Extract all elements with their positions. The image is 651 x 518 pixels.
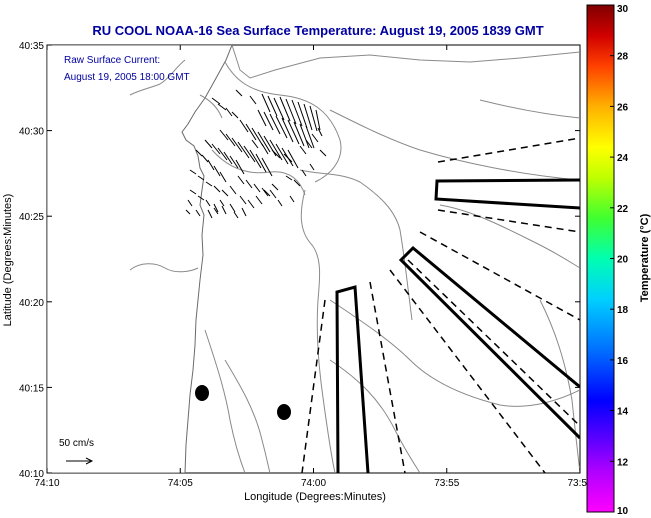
colorbar-label: Temperature (°C) (639, 213, 651, 302)
colorbar (586, 4, 615, 513)
colorbar-tick-label: 30 (617, 4, 629, 15)
x-tick-label: 73:55 (434, 478, 459, 489)
y-axis-label: Latitude (Degrees:Minutes) (2, 194, 14, 327)
colorbar-tick-label: 26 (617, 102, 629, 113)
colorbar-tick-label: 16 (617, 356, 629, 367)
colorbar-tick-label: 12 (617, 457, 629, 468)
velocity-scale-label: 50 cm/s (59, 438, 94, 449)
colorbar-tick-label: 28 (617, 52, 629, 63)
annotation-line-2: August 19, 2005 18:00 GMT (64, 72, 190, 83)
y-tick-label: 40:15 (19, 383, 44, 394)
chart-title: RU COOL NOAA-16 Sea Surface Temperature:… (92, 23, 543, 38)
y-tick-label: 40:25 (19, 212, 44, 223)
colorbar-tick-label: 22 (617, 204, 629, 215)
shipping-lane-box-north (434, 178, 580, 210)
shipping-lane-dashes (301, 137, 580, 473)
x-tick-label: 74:00 (301, 478, 326, 489)
station-dot-2 (277, 404, 291, 420)
land-mass (47, 45, 233, 473)
colorbar-tick-label: 18 (617, 305, 629, 316)
colorbar-tick-label: 10 (617, 506, 629, 517)
x-tick-label: 74:10 (34, 478, 59, 489)
station-dot-1 (195, 385, 209, 401)
x-axis-label: Longitude (Degrees:Minutes) (244, 491, 386, 503)
colorbar-tick-label: 20 (617, 255, 629, 266)
channel-box-south (335, 285, 370, 473)
y-tick-label: 40:20 (19, 298, 44, 309)
colorbar-tick-label: 24 (617, 153, 629, 164)
current-vectors (185, 89, 327, 219)
annotation-line-1: Raw Surface Current: (64, 55, 160, 66)
velocity-scale-arrow (66, 457, 94, 465)
y-tick-label: 40:10 (19, 469, 44, 480)
y-tick-label: 40:30 (19, 127, 44, 138)
y-tick-label: 40:35 (19, 41, 44, 52)
x-tick-label: 74:05 (168, 478, 193, 489)
x-tick-label: 73:50 (567, 478, 592, 489)
colorbar-tick-label: 14 (617, 407, 629, 418)
shipping-lane-box-mid (398, 245, 580, 440)
coastline-contours (129, 45, 580, 473)
